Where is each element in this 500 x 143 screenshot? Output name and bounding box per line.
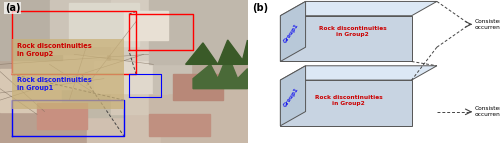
Text: Rock discontinuities
in Group1: Rock discontinuities in Group1 (18, 77, 92, 91)
Polygon shape (280, 16, 411, 61)
Bar (62, 82, 124, 117)
Bar (0, 86, 99, 143)
Polygon shape (186, 40, 248, 64)
Text: Consistent
occurrence: Consistent occurrence (475, 19, 500, 30)
Bar (161, 93, 248, 143)
Bar (154, 64, 190, 93)
Bar (50, 0, 119, 54)
Polygon shape (280, 1, 305, 61)
Bar (12, 53, 106, 89)
Text: (a): (a) (5, 3, 20, 13)
Bar (0, 69, 74, 112)
Text: Rock discontinuities
in Group2: Rock discontinuities in Group2 (318, 26, 386, 37)
Polygon shape (280, 66, 437, 80)
Polygon shape (280, 66, 305, 126)
Bar (12, 39, 124, 74)
Text: Group1: Group1 (283, 22, 300, 44)
Bar (0, 0, 62, 60)
Bar (174, 74, 223, 100)
Polygon shape (193, 54, 248, 89)
Bar (148, 79, 248, 122)
Text: Rock discontinuities
in Group2: Rock discontinuities in Group2 (18, 43, 92, 57)
Text: Group1: Group1 (283, 87, 300, 108)
Bar (112, 74, 161, 114)
Bar (112, 0, 161, 60)
Bar (124, 11, 168, 40)
Text: Rock discontinuities
in Group2: Rock discontinuities in Group2 (314, 95, 382, 106)
Text: Consistent
occurrence: Consistent occurrence (475, 106, 500, 117)
Text: (b): (b) (252, 3, 268, 13)
Bar (70, 3, 138, 46)
Bar (94, 61, 168, 93)
Bar (0, 107, 248, 143)
Polygon shape (280, 1, 437, 16)
Bar (37, 103, 86, 129)
Polygon shape (280, 80, 411, 126)
Bar (12, 73, 124, 109)
Bar (148, 114, 210, 136)
Bar (86, 100, 174, 143)
Bar (148, 0, 248, 64)
